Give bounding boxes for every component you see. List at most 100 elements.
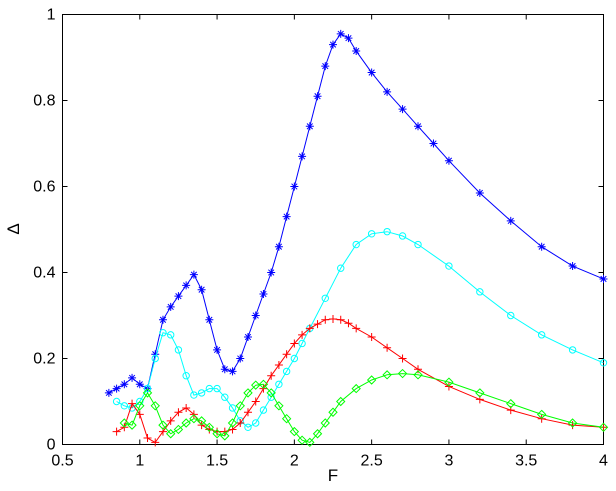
data-point: [174, 292, 183, 301]
series-asterisk: [104, 29, 608, 397]
ticks-layer: 0.5 1 1.5 2 2.5 3 3.5 4 0 0.2 0.4 0.6 0.8 1: [33, 7, 608, 470]
data-point: [313, 320, 322, 329]
data-point: [298, 330, 307, 339]
y-tick-label: 0: [47, 437, 56, 454]
data-point: [352, 47, 361, 56]
data-point: [274, 401, 284, 411]
data-point: [167, 331, 175, 339]
data-point: [382, 370, 392, 380]
data-point: [267, 268, 276, 277]
data-point: [259, 290, 268, 298]
plot-area-frame: [62, 14, 604, 445]
data-point: [151, 354, 159, 363]
data-point: [305, 324, 314, 333]
data-point: [367, 68, 376, 77]
data-point: [266, 388, 276, 398]
data-point: [182, 281, 191, 290]
data-point: [128, 373, 137, 382]
data-point: [251, 380, 261, 390]
data-point: [275, 380, 283, 388]
data-point: [313, 92, 322, 101]
data-point: [282, 350, 291, 359]
data-point: [328, 407, 338, 417]
y-tick-label: 0.6: [33, 179, 55, 196]
data-point: [367, 230, 376, 238]
data-point: [290, 339, 299, 348]
data-point: [445, 262, 453, 270]
data-point: [298, 339, 306, 348]
data-point: [258, 379, 269, 390]
data-point: [281, 413, 292, 424]
data-point: [383, 343, 392, 352]
data-point: [151, 438, 160, 447]
y-tick-label: 0.8: [33, 93, 55, 110]
data-point: [159, 329, 167, 337]
data-point: [312, 429, 323, 439]
data-point: [112, 427, 121, 436]
data-point: [321, 294, 329, 302]
data-point: [220, 365, 229, 374]
data-point: [329, 40, 337, 49]
data-point: [221, 393, 229, 401]
data-point: [165, 429, 176, 439]
data-point: [235, 401, 245, 411]
data-point: [305, 437, 315, 448]
data-point: [290, 182, 299, 191]
series-line: [116, 318, 604, 444]
data-point: [344, 34, 353, 43]
data-point: [297, 435, 307, 445]
data-point: [204, 422, 215, 433]
data-point: [189, 270, 198, 279]
data-point: [259, 406, 268, 414]
x-tick-label: 1.5: [206, 453, 228, 470]
data-point: [352, 324, 361, 333]
data-point: [112, 384, 121, 393]
data-point: [213, 345, 222, 354]
data-point: [599, 359, 608, 367]
data-point: [243, 388, 253, 398]
data-point: [220, 431, 230, 441]
series-circle: [112, 227, 608, 431]
data-point: [568, 346, 577, 354]
data-point: [351, 383, 361, 394]
data-point: [414, 365, 423, 374]
x-tick-label: 3.5: [515, 453, 537, 470]
data-point: [398, 232, 407, 240]
data-point: [336, 315, 345, 324]
data-point: [282, 367, 291, 376]
data-point: [174, 346, 183, 354]
data-point: [398, 354, 407, 363]
data-point: [537, 331, 546, 339]
data-point: [536, 409, 547, 420]
data-point: [352, 240, 360, 249]
x-tick-label: 0.5: [51, 453, 73, 470]
data-point: [344, 319, 353, 328]
data-point: [205, 384, 214, 393]
data-point: [289, 426, 300, 437]
series-line: [116, 231, 604, 428]
data-point: [567, 418, 578, 428]
data-point: [166, 302, 175, 311]
data-point: [143, 384, 152, 393]
data-point: [196, 416, 207, 426]
data-point: [120, 402, 129, 410]
data-point: [475, 388, 485, 398]
data-point: [197, 285, 206, 294]
data-point: [366, 375, 377, 385]
data-point: [506, 398, 516, 409]
data-point: [128, 399, 137, 408]
data-point: [142, 388, 153, 398]
data-point: [444, 377, 454, 387]
data-point: [120, 380, 129, 389]
data-point: [397, 368, 408, 379]
data-point: [135, 410, 144, 419]
data-point: [429, 139, 438, 148]
data-point: [267, 371, 276, 380]
data-point: [174, 408, 183, 417]
data-point: [197, 389, 206, 397]
data-point: [568, 262, 577, 271]
series-layer: [104, 29, 609, 448]
data-point: [190, 391, 198, 399]
